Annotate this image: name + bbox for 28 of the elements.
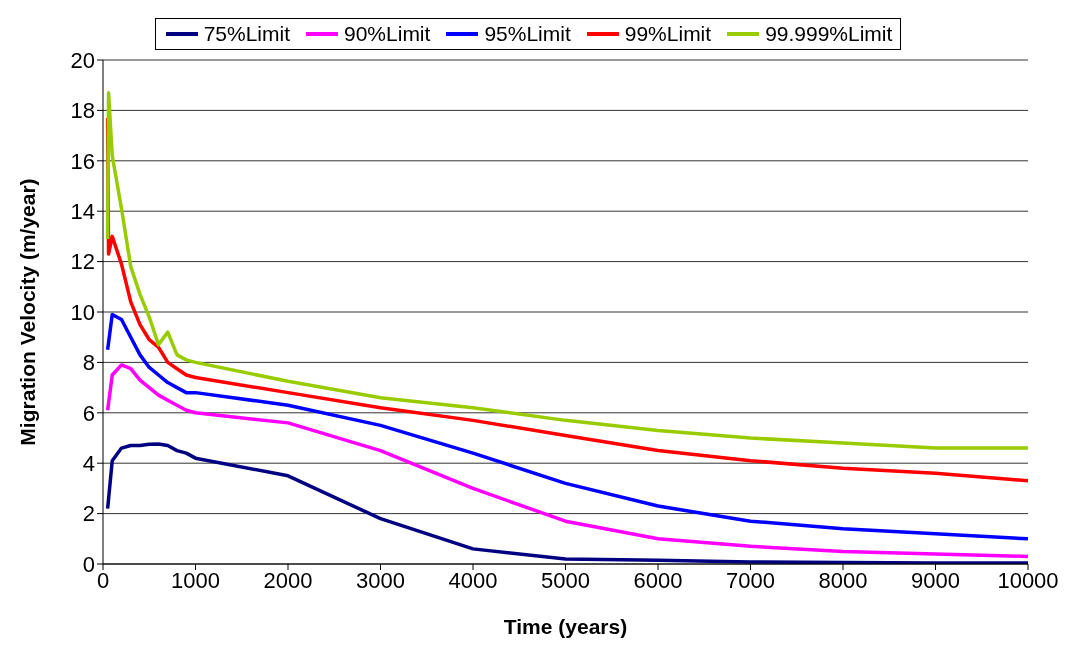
legend-label: 90%Limit	[344, 22, 431, 46]
y-tick-label: 2	[82, 501, 95, 527]
y-tick-label: 14	[70, 199, 95, 225]
x-tick-label: 5000	[541, 567, 590, 593]
legend-label: 99%Limit	[624, 22, 712, 46]
x-tick-label: 9000	[911, 567, 960, 593]
y-tick-label: 6	[82, 400, 95, 426]
legend-label: 95%Limit	[484, 22, 571, 46]
y-axis-title: Migration Velocity (m/year)	[16, 178, 40, 446]
y-tick-label: 12	[70, 249, 95, 275]
y-tick-label: 10	[70, 299, 95, 325]
x-tick-label: 1000	[171, 567, 220, 593]
y-tick-label: 4	[82, 451, 95, 477]
y-tick-label: 8	[82, 350, 95, 376]
x-axis-title: Time (years)	[503, 615, 628, 638]
legend-label: 99.999%Limit	[765, 22, 893, 46]
y-tick-label: 18	[70, 98, 95, 124]
x-tick-label: 7000	[726, 567, 775, 593]
y-tick-label: 0	[82, 551, 95, 577]
x-tick-label: 10000	[997, 567, 1059, 593]
x-tick-label: 2000	[263, 567, 313, 593]
y-tick-label: 20	[70, 47, 95, 73]
y-tick-label: 16	[70, 148, 95, 174]
legend-label: 75%Limit	[203, 22, 290, 46]
x-tick-label: 4000	[448, 567, 498, 593]
x-tick-label: 8000	[818, 567, 868, 593]
x-tick-label: 6000	[633, 567, 683, 593]
x-tick-label: 3000	[356, 567, 405, 593]
